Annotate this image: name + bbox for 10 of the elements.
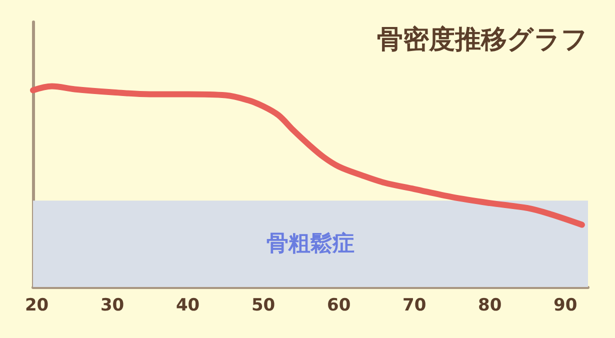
x-tick-label: 60 xyxy=(326,296,351,316)
x-tick-label: 80 xyxy=(478,296,502,316)
x-tick-label: 90 xyxy=(554,296,578,316)
x-tick-label: 20 xyxy=(24,296,49,316)
x-tick-label: 70 xyxy=(402,296,426,316)
x-tick-label: 40 xyxy=(176,296,200,316)
x-tick-label: 50 xyxy=(251,296,276,316)
band-label: 骨粗鬆症 xyxy=(266,231,354,256)
chart-title: 骨密度推移グラフ xyxy=(377,25,588,55)
x-tick-label: 30 xyxy=(100,296,124,316)
